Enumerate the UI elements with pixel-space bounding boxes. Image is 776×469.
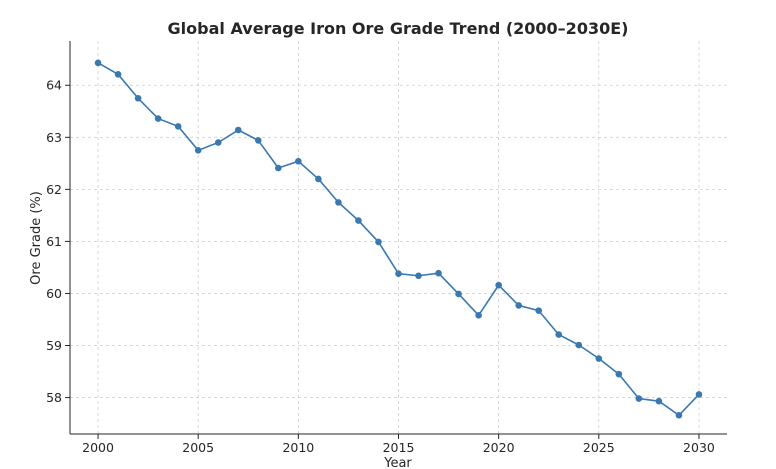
data-point	[515, 302, 522, 309]
data-point	[355, 217, 362, 224]
y-tick-label: 58	[46, 390, 62, 405]
x-tick-label: 2030	[683, 440, 715, 455]
data-point	[555, 331, 563, 338]
data-point	[154, 115, 162, 122]
grid-lines	[70, 41, 727, 434]
y-tick-label: 61	[46, 234, 62, 249]
data-point	[635, 395, 643, 402]
data-point	[535, 307, 543, 314]
data-point	[395, 270, 402, 277]
data-point	[94, 59, 102, 67]
x-axis-label: Year	[383, 456, 412, 469]
data-point	[615, 370, 623, 378]
data-point	[435, 269, 442, 277]
data-point	[234, 126, 242, 134]
data-point	[254, 137, 262, 144]
data-point	[415, 272, 422, 280]
data-point	[375, 238, 382, 246]
data-point	[695, 391, 703, 398]
y-tick-label: 62	[46, 182, 62, 197]
data-point	[194, 147, 202, 154]
data-point	[275, 164, 282, 172]
x-axis-ticks: 2000 2005 2010 2015 2020 2025 2030	[82, 434, 715, 455]
x-tick-label: 2025	[583, 440, 615, 455]
x-tick-label: 2005	[182, 440, 214, 455]
data-point	[475, 312, 482, 319]
x-tick-label: 2020	[483, 440, 515, 455]
y-tick-label: 63	[46, 130, 62, 145]
data-point	[495, 281, 502, 289]
data-point	[295, 157, 302, 165]
data-point	[675, 411, 683, 419]
data-point	[655, 397, 663, 405]
y-axis-label: Ore Grade (%)	[29, 191, 44, 285]
y-tick-label: 59	[46, 338, 62, 353]
data-point	[134, 94, 142, 102]
x-tick-label: 2010	[282, 440, 314, 455]
data-point	[214, 139, 222, 146]
data-point	[335, 199, 342, 206]
y-axis-ticks: 58 59 60 61 62 63 64	[46, 78, 70, 405]
x-tick-label: 2000	[82, 440, 114, 455]
axes	[69, 41, 727, 435]
data-point	[575, 341, 583, 349]
x-tick-label: 2015	[383, 440, 415, 455]
y-tick-label: 64	[46, 78, 62, 93]
data-point	[455, 290, 462, 298]
chart-title: Global Average Iron Ore Grade Trend (200…	[168, 19, 629, 38]
data-point	[114, 71, 122, 78]
series-layer	[94, 59, 703, 419]
data-point	[595, 355, 603, 362]
y-tick-label: 60	[46, 286, 62, 301]
data-point	[315, 175, 322, 183]
data-point	[174, 123, 182, 130]
